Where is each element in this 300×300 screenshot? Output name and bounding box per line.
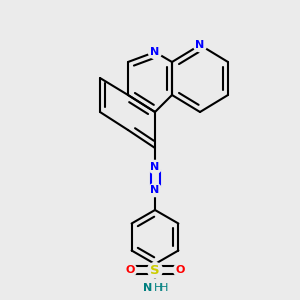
Circle shape (146, 279, 164, 297)
Text: N: N (150, 47, 160, 57)
Text: N: N (143, 283, 152, 293)
Text: N: N (195, 40, 205, 50)
Text: H: H (160, 283, 168, 293)
Circle shape (148, 183, 162, 196)
Circle shape (194, 38, 207, 52)
Text: S: S (150, 263, 160, 277)
Text: N: N (150, 185, 160, 195)
Circle shape (173, 263, 187, 277)
Circle shape (123, 263, 136, 277)
Circle shape (148, 262, 163, 278)
Circle shape (148, 45, 162, 58)
Text: O: O (125, 265, 135, 275)
Text: O: O (175, 265, 185, 275)
Circle shape (148, 160, 162, 174)
Text: H: H (154, 283, 162, 293)
Text: N: N (150, 162, 160, 172)
